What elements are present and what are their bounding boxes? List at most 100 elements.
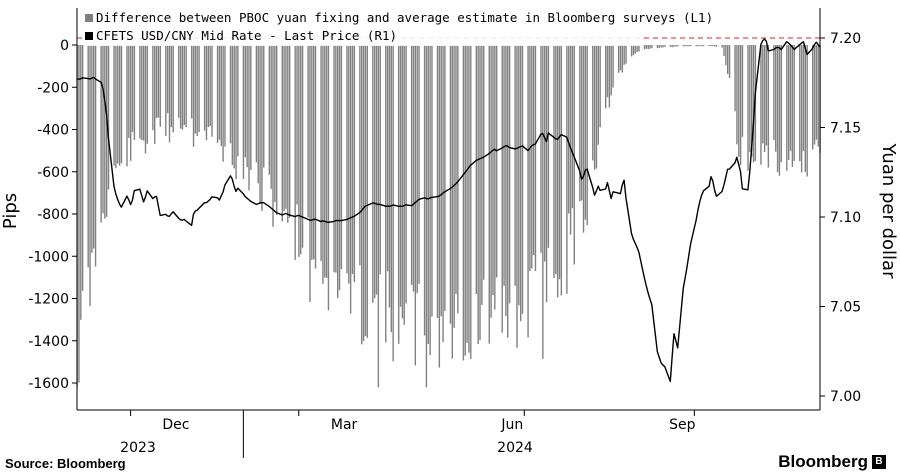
bar xyxy=(494,45,496,310)
bar xyxy=(488,45,490,344)
x-year-label: 2024 xyxy=(497,440,533,456)
bar xyxy=(749,45,751,152)
bar xyxy=(699,45,701,47)
bar xyxy=(353,45,356,282)
bar xyxy=(181,45,184,130)
bar xyxy=(401,45,404,319)
bar xyxy=(216,45,219,143)
bar xyxy=(669,45,672,47)
bar xyxy=(268,45,271,175)
bar xyxy=(126,45,128,167)
bar xyxy=(773,45,775,140)
bar xyxy=(87,45,89,268)
bar xyxy=(547,45,550,248)
bar xyxy=(325,45,328,278)
bar xyxy=(372,45,374,303)
bar xyxy=(767,45,770,168)
bar xyxy=(728,45,731,79)
bar xyxy=(157,45,160,118)
bar xyxy=(453,45,455,328)
bar xyxy=(429,45,431,356)
source-note: Source: Bloomberg xyxy=(5,456,126,471)
bar xyxy=(431,45,433,317)
bar xyxy=(555,45,557,275)
bar xyxy=(423,45,426,336)
bar xyxy=(662,45,664,48)
bar xyxy=(747,45,749,171)
bar xyxy=(521,45,524,314)
bar xyxy=(168,45,171,143)
bar xyxy=(231,45,234,165)
bar xyxy=(621,45,624,73)
bar xyxy=(283,45,285,212)
bar xyxy=(399,45,402,307)
right-tick-label: 7.20 xyxy=(830,31,861,47)
bar xyxy=(606,45,609,98)
legend-swatch xyxy=(85,32,93,40)
bar xyxy=(386,45,389,272)
bar-series xyxy=(76,45,821,388)
bar xyxy=(702,45,705,47)
bar xyxy=(701,45,703,47)
bar xyxy=(752,45,755,163)
bar xyxy=(385,45,387,343)
bar xyxy=(205,45,208,141)
bar xyxy=(89,45,91,306)
bar xyxy=(276,45,278,216)
bar xyxy=(580,45,583,201)
left-tick-label: -1000 xyxy=(28,249,69,265)
bar xyxy=(532,45,535,256)
bar xyxy=(80,45,82,320)
bar xyxy=(146,45,149,144)
bar xyxy=(425,45,428,388)
bar xyxy=(170,45,173,128)
bar xyxy=(222,45,224,162)
bar xyxy=(545,45,548,303)
bar xyxy=(568,45,570,214)
bar xyxy=(229,45,232,144)
right-axis-title: Yuan per dollar xyxy=(878,143,899,280)
bar xyxy=(514,45,516,286)
bar xyxy=(314,45,317,269)
bar xyxy=(675,45,677,47)
bar xyxy=(738,45,740,157)
bar xyxy=(309,45,311,302)
bar xyxy=(787,45,790,160)
bar xyxy=(120,45,123,164)
legend-label: CFETS USD/CNY Mid Rate - Last Price (R1) xyxy=(96,28,397,43)
bar xyxy=(414,45,417,366)
bar xyxy=(300,45,302,255)
bar xyxy=(656,45,659,49)
legend: Difference between PBOC yuan fixing and … xyxy=(84,10,713,46)
bar xyxy=(623,45,625,65)
bar xyxy=(544,45,546,262)
legend-swatch xyxy=(85,14,93,22)
bar xyxy=(255,45,258,163)
x-year-label: 2023 xyxy=(120,440,156,456)
plot-area xyxy=(76,37,821,388)
bar xyxy=(804,45,807,173)
right-tick-label: 7.15 xyxy=(830,121,861,137)
bar xyxy=(224,45,226,147)
bar xyxy=(501,45,503,333)
bar xyxy=(117,45,119,164)
bar xyxy=(751,45,753,157)
bar xyxy=(553,45,555,279)
bar xyxy=(739,45,742,166)
bar xyxy=(159,45,161,127)
bar xyxy=(296,45,298,205)
bar xyxy=(466,45,468,343)
bar xyxy=(492,45,494,296)
bar xyxy=(630,45,633,57)
bar xyxy=(235,45,237,180)
bar xyxy=(410,45,413,285)
bar xyxy=(579,45,581,202)
bar xyxy=(479,45,481,341)
bar xyxy=(172,45,174,133)
bar xyxy=(647,45,649,50)
bar xyxy=(664,45,666,47)
bar xyxy=(154,45,156,144)
bar xyxy=(377,45,380,388)
bar xyxy=(658,45,660,48)
bar xyxy=(625,45,627,64)
